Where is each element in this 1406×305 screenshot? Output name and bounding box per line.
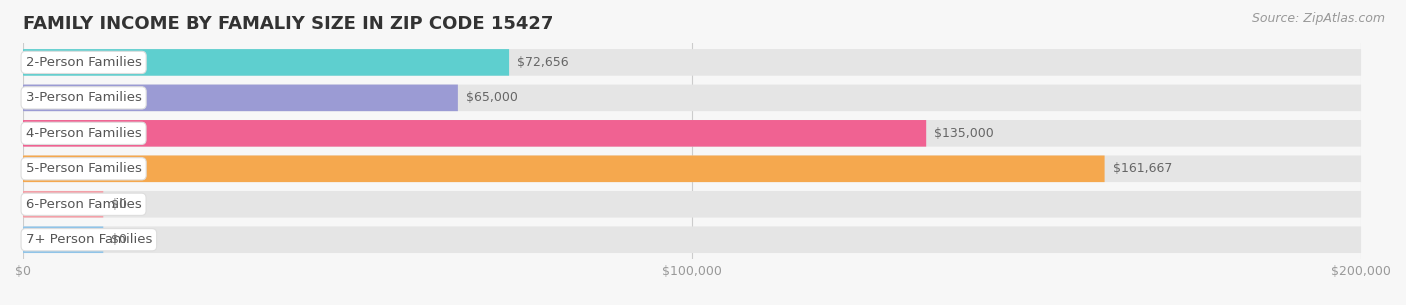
Text: $72,656: $72,656 (517, 56, 569, 69)
Text: 6-Person Families: 6-Person Families (25, 198, 142, 211)
FancyBboxPatch shape (22, 226, 103, 253)
Text: 4-Person Families: 4-Person Families (25, 127, 142, 140)
Text: $65,000: $65,000 (465, 92, 517, 104)
FancyBboxPatch shape (22, 84, 458, 111)
Text: FAMILY INCOME BY FAMALIY SIZE IN ZIP CODE 15427: FAMILY INCOME BY FAMALIY SIZE IN ZIP COD… (22, 15, 554, 33)
FancyBboxPatch shape (22, 156, 1361, 182)
Text: 3-Person Families: 3-Person Families (25, 92, 142, 104)
FancyBboxPatch shape (22, 120, 1361, 147)
FancyBboxPatch shape (22, 191, 103, 217)
FancyBboxPatch shape (22, 49, 509, 76)
Text: $0: $0 (111, 233, 128, 246)
Text: $135,000: $135,000 (934, 127, 994, 140)
FancyBboxPatch shape (22, 49, 1361, 76)
FancyBboxPatch shape (22, 156, 1105, 182)
FancyBboxPatch shape (22, 226, 1361, 253)
Text: 7+ Person Families: 7+ Person Families (25, 233, 152, 246)
Text: 5-Person Families: 5-Person Families (25, 162, 142, 175)
FancyBboxPatch shape (22, 120, 927, 147)
Text: 2-Person Families: 2-Person Families (25, 56, 142, 69)
FancyBboxPatch shape (22, 191, 1361, 217)
Text: $161,667: $161,667 (1112, 162, 1173, 175)
FancyBboxPatch shape (22, 84, 1361, 111)
Text: $0: $0 (111, 198, 128, 211)
Text: Source: ZipAtlas.com: Source: ZipAtlas.com (1251, 12, 1385, 25)
